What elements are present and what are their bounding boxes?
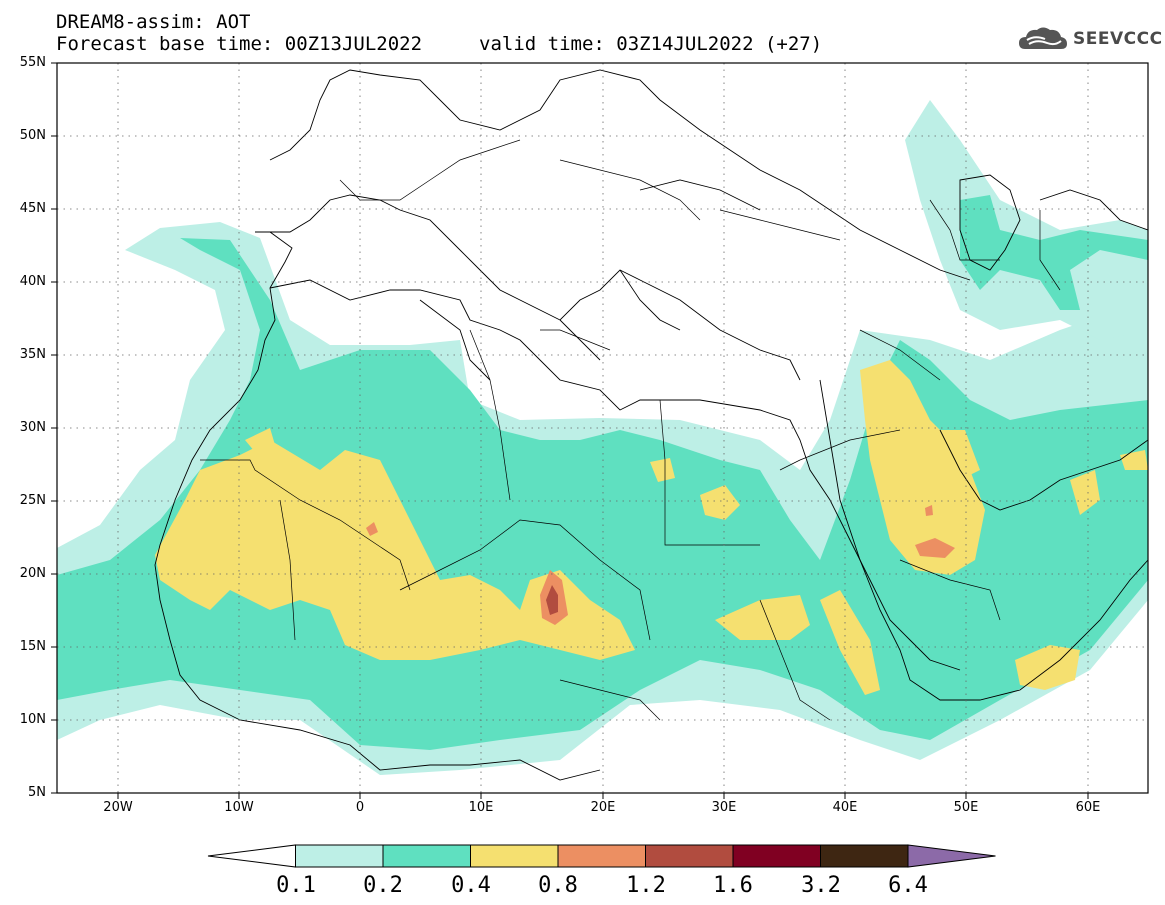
aot-band-0.4 [155, 440, 635, 660]
aot-band-0.8d [925, 505, 933, 516]
aot-band-0.8c [366, 522, 378, 536]
lat-label: 5N [28, 785, 46, 800]
aot-band-0.4e [820, 590, 880, 695]
lat-label: 35N [19, 347, 46, 362]
lat-label: 55N [19, 55, 46, 70]
lat-label: 30N [19, 420, 46, 435]
aot-band-0.4j [245, 428, 275, 452]
lat-label: 40N [19, 274, 46, 289]
lat-label: 15N [19, 639, 46, 654]
colorbar-segment [820, 844, 909, 868]
lat-label: 45N [19, 201, 46, 216]
aot-band-1.2 [546, 585, 558, 615]
lon-label: 60E [1075, 800, 1101, 815]
coastlines [154, 69, 1148, 781]
cloud-icon [1019, 27, 1067, 49]
lon-label: 20E [590, 800, 616, 815]
map-title: DREAM8-assim: AOT [56, 11, 251, 33]
colorbar-segment [382, 844, 471, 868]
logo-text: SEEVCCC [1073, 29, 1163, 49]
lon-label: 50E [953, 800, 979, 815]
aot-band-0.4c [715, 595, 810, 640]
gridlines [57, 63, 1148, 793]
aot-band-0.4b [860, 360, 985, 575]
lon-label: 10E [468, 800, 494, 815]
seevccc-logo: SEEVCCC [1017, 25, 1163, 53]
valid-time: valid time: 03Z14JUL2022 (+27) [479, 33, 823, 55]
lon-label: 10W [224, 800, 254, 815]
aot-band-0.4h [1070, 470, 1100, 515]
colorbar-label: 0.2 [363, 873, 403, 898]
lat-label: 10N [19, 712, 46, 727]
colorbar-label: 0.8 [538, 873, 578, 898]
lat-label: 20N [19, 566, 46, 581]
colorbar-label: 0.4 [451, 873, 491, 898]
colorbar-label: 3.2 [801, 873, 841, 898]
aot-band-0.8b [915, 538, 955, 558]
colorbar-segment [732, 844, 821, 868]
colorbar-segment [207, 844, 296, 868]
aot-band-0.1b [905, 100, 1148, 340]
lon-label: 30E [711, 800, 737, 815]
aot-band-0.4f [700, 485, 740, 520]
aot-band-0.2b [960, 195, 1148, 310]
colorbar-label: 1.2 [626, 873, 666, 898]
aot-band-0.2 [57, 238, 1148, 750]
colorbar-label: 0.1 [276, 873, 316, 898]
colorbar-segment [907, 844, 996, 868]
colorbar [207, 844, 996, 868]
lon-label: 20W [103, 800, 133, 815]
colorbar-label: 1.6 [713, 873, 753, 898]
lat-label: 50N [19, 128, 46, 143]
lon-label: 0 [355, 800, 365, 815]
forecast-base-time: Forecast base time: 00Z13JUL2022 [56, 33, 423, 55]
country-borders [200, 139, 1061, 721]
colorbar-label: 6.4 [888, 873, 928, 898]
colorbar-segment [295, 844, 384, 868]
lon-label: 40E [832, 800, 858, 815]
axis-ticks [51, 62, 1089, 799]
colorbar-segment [645, 844, 734, 868]
lat-label: 25N [19, 493, 46, 508]
aot-band-0.4g [650, 458, 675, 482]
colorbar-segment [470, 844, 559, 868]
aot-field [57, 100, 1148, 775]
colorbar-segment [557, 844, 646, 868]
